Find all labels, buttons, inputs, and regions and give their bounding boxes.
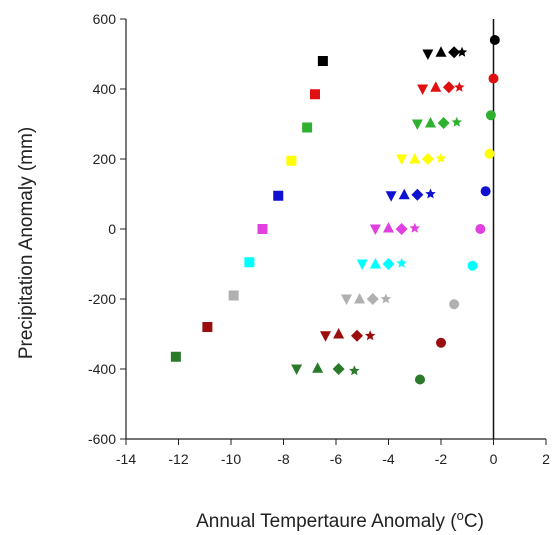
data-point-gray-diamond xyxy=(366,293,379,305)
x-tick-label: -8 xyxy=(277,451,290,467)
data-point-red-diamond xyxy=(442,81,455,94)
data-point-blue-diamond xyxy=(411,188,424,201)
x-tick-label: -6 xyxy=(330,451,343,467)
data-point-black-triangle-down xyxy=(422,49,434,60)
data-point-magenta-triangle-up xyxy=(383,221,394,233)
data-point-black-circle xyxy=(489,35,500,45)
data-point-magenta-square xyxy=(257,224,268,234)
x-tick-label: -2 xyxy=(435,451,448,467)
data-point-black-triangle-up xyxy=(435,46,447,57)
data-point-magenta-circle xyxy=(475,224,486,234)
data-point-yellow-square xyxy=(286,155,297,166)
data-point-gray-circle xyxy=(449,299,460,310)
data-point-blue-square xyxy=(273,190,284,201)
x-tick-label: -10 xyxy=(221,451,241,467)
data-point-black-square xyxy=(317,56,328,66)
data-points xyxy=(170,35,500,385)
data-point-red-star xyxy=(454,81,465,92)
data-point-blue-triangle-down xyxy=(385,191,397,202)
data-point-darkred-triangle-down xyxy=(320,331,331,342)
data-point-green-triangle-up xyxy=(425,116,436,128)
y-tick-label: -600 xyxy=(88,431,116,447)
data-point-cyan-diamond xyxy=(382,258,395,270)
x-axis-title-end: C) xyxy=(464,511,484,532)
x-tick-label: 2 xyxy=(542,451,550,467)
data-point-magenta-diamond xyxy=(395,223,408,235)
data-point-cyan-star xyxy=(396,257,407,268)
data-point-gray-star xyxy=(380,293,392,304)
data-point-darkgreen-triangle-up xyxy=(312,362,324,373)
x-axis-title: Annual Tempertaure Anomaly (oC) xyxy=(196,508,484,532)
data-point-green-square xyxy=(302,122,313,133)
data-point-darkgreen-diamond xyxy=(332,363,345,375)
data-point-black-star xyxy=(456,46,468,57)
data-point-green-circle xyxy=(485,110,496,121)
data-point-gray-triangle-up xyxy=(354,293,366,304)
data-point-darkgreen-square xyxy=(170,351,181,362)
data-point-cyan-triangle-up xyxy=(369,258,381,269)
data-point-red-square xyxy=(310,89,320,100)
data-point-red-circle xyxy=(488,73,499,84)
data-point-cyan-circle xyxy=(467,260,478,271)
x-tick-label: 0 xyxy=(490,451,498,467)
data-point-green-triangle-down xyxy=(411,119,423,130)
y-axis-title: Precipitation Anomaly (mm) xyxy=(16,127,37,359)
y-tick-label: 0 xyxy=(108,221,116,237)
data-point-magenta-star xyxy=(409,222,420,233)
x-tick-label: -12 xyxy=(168,451,188,467)
data-point-darkgreen-star xyxy=(349,365,360,376)
x-tick-label: -14 xyxy=(116,451,136,467)
x-axis-title-main: Annual Tempertaure Anomaly ( xyxy=(196,511,457,532)
x-axis-title-superscript: o xyxy=(457,508,464,523)
data-point-cyan-square xyxy=(244,257,255,268)
data-point-cyan-triangle-down xyxy=(356,259,368,270)
data-point-blue-circle xyxy=(480,186,491,197)
data-point-gray-triangle-down xyxy=(341,294,352,305)
y-tick-label: -400 xyxy=(88,361,116,377)
data-point-yellow-star xyxy=(435,152,447,163)
data-point-green-star xyxy=(451,116,462,127)
y-tick-label: 600 xyxy=(93,11,117,27)
data-point-yellow-triangle-down xyxy=(396,154,408,165)
data-point-darkred-star xyxy=(364,330,376,341)
data-point-yellow-diamond xyxy=(421,153,434,165)
data-point-darkgreen-triangle-down xyxy=(291,364,303,375)
data-point-yellow-circle xyxy=(484,148,495,159)
data-point-darkred-triangle-up xyxy=(333,328,345,339)
data-point-darkred-square xyxy=(202,322,213,332)
data-point-blue-triangle-up xyxy=(398,188,410,200)
data-point-magenta-triangle-down xyxy=(369,224,381,235)
data-point-black-diamond xyxy=(448,46,461,59)
data-point-red-triangle-down xyxy=(417,84,429,95)
x-tick-label: -4 xyxy=(382,451,395,467)
data-point-darkgreen-circle xyxy=(415,374,425,385)
data-point-red-triangle-up xyxy=(430,81,442,92)
y-tick-label: 200 xyxy=(93,151,117,167)
data-point-yellow-triangle-up xyxy=(409,153,421,164)
data-point-blue-star xyxy=(425,188,436,199)
data-point-green-diamond xyxy=(437,116,450,129)
data-point-darkred-circle xyxy=(436,337,446,348)
y-tick-label: 400 xyxy=(93,81,117,97)
y-axis-ticks: -600 -400 -200 0 200 400 600 xyxy=(88,11,126,447)
data-point-gray-square xyxy=(228,290,239,301)
data-point-darkred-diamond xyxy=(351,329,363,342)
y-tick-label: -200 xyxy=(88,291,116,307)
x-axis-ticks: -14 -12 -10 -8 -6 -4 -2 0 2 xyxy=(116,439,550,467)
